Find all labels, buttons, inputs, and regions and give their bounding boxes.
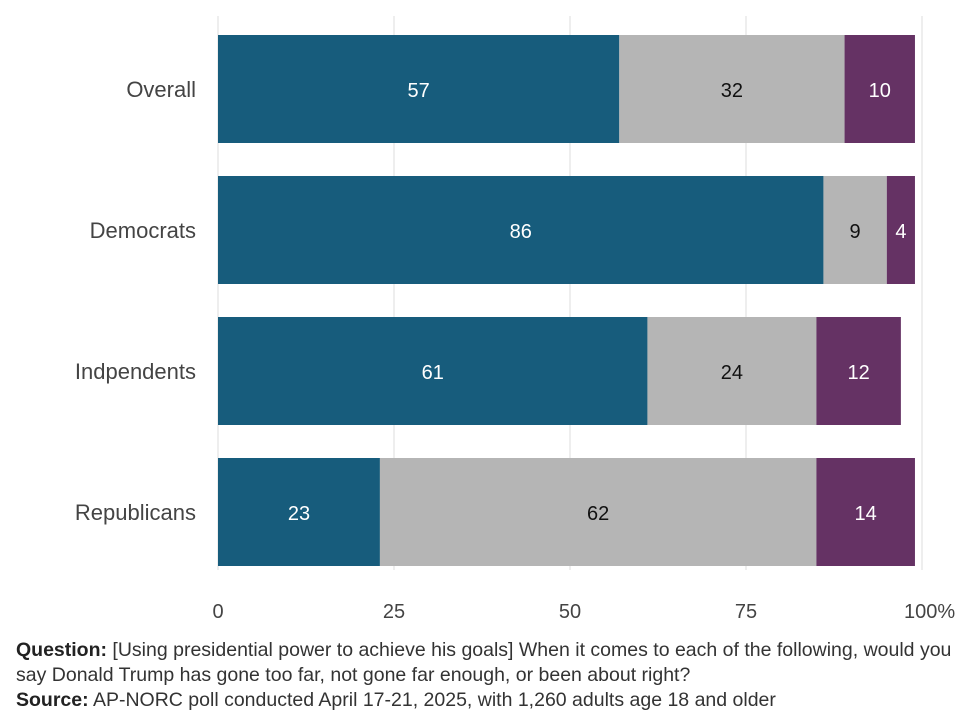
data-label-2-0: 61 — [422, 362, 444, 384]
source-label: Source: — [16, 689, 89, 711]
data-label-3-1: 62 — [587, 503, 609, 525]
data-label-3-2: 14 — [855, 503, 877, 525]
bar-segment-2-2 — [816, 317, 901, 425]
data-label-1-1: 9 — [850, 221, 861, 243]
data-label-0-1: 32 — [721, 80, 743, 102]
chart-notes: Question: [Using presidential power to a… — [16, 638, 966, 713]
data-label-3-0: 23 — [288, 503, 310, 525]
bar-segment-0-1 — [619, 35, 845, 143]
stacked-bar-chart: Overall 57 32 10 Democrats 86 9 4 Indpendents 61 2… — [75, 16, 955, 623]
data-label-1-2: 4 — [895, 221, 906, 243]
data-label-2-1: 24 — [721, 362, 743, 384]
bar-segment-3-1 — [379, 458, 817, 566]
bar-segment-1-2 — [886, 176, 915, 284]
bar-segment-1-0 — [218, 176, 824, 284]
question-note: Question: [Using presidential power to a… — [16, 638, 966, 688]
source-note: Source: AP-NORC poll conducted April 17-… — [16, 688, 966, 713]
category-label-1: Democrats — [90, 218, 196, 243]
bar-segment-2-0 — [218, 317, 648, 425]
data-label-0-2: 10 — [869, 80, 891, 102]
question-label: Question: — [16, 639, 107, 661]
bar-segment-3-2 — [816, 458, 915, 566]
bar-segment-0-0 — [218, 35, 620, 143]
bar-segment-2-1 — [647, 317, 817, 425]
x-tick-label-1: 25 — [383, 601, 405, 623]
question-text: [Using presidential power to achieve his… — [16, 639, 952, 686]
category-label-0: Overall — [126, 77, 196, 102]
x-tick-label-4: 100% — [904, 601, 955, 623]
data-label-2-2: 12 — [848, 362, 870, 384]
x-tick-label-0: 0 — [212, 601, 223, 623]
bar-segment-0-2 — [844, 35, 915, 143]
source-text: AP-NORC poll conducted April 17-21, 2025… — [92, 689, 776, 711]
x-tick-label-3: 75 — [735, 601, 757, 623]
x-tick-label-2: 50 — [559, 601, 581, 623]
category-label-3: Republicans — [75, 500, 196, 525]
data-label-1-0: 86 — [510, 221, 532, 243]
data-label-0-0: 57 — [408, 80, 430, 102]
category-label-2: Indpendents — [75, 359, 196, 384]
bar-segment-3-0 — [218, 458, 380, 566]
bar-segment-1-1 — [823, 176, 887, 284]
